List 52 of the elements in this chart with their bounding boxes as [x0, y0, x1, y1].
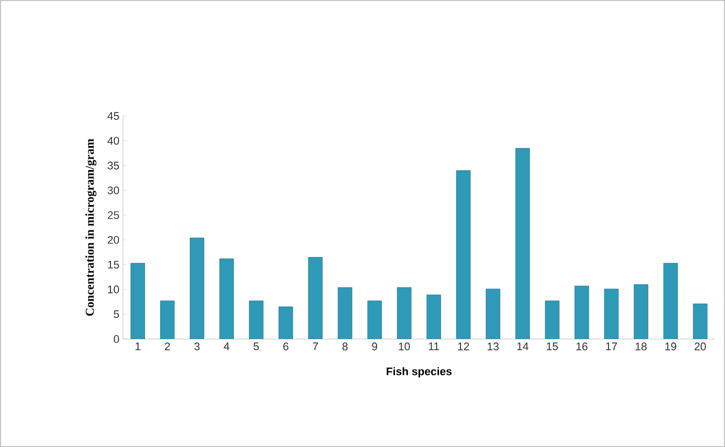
- bar: [426, 294, 442, 339]
- y-tick-label: 20: [108, 236, 120, 244]
- x-tick-label: 11: [428, 342, 439, 350]
- bar: [663, 262, 678, 339]
- x-tick-label: 18: [636, 342, 647, 350]
- x-tick-label: 17: [606, 342, 617, 350]
- bar: [456, 170, 471, 339]
- x-tick-label: 5: [254, 342, 259, 350]
- y-tick-label: 45: [107, 112, 119, 120]
- bar: [190, 238, 204, 339]
- bar: [693, 304, 708, 339]
- x-tick-label: 8: [342, 342, 348, 350]
- x-tick-label: 3: [194, 342, 200, 350]
- x-tick-label: 15: [546, 342, 558, 350]
- y-tick-label: 0: [114, 335, 120, 343]
- bar: [486, 288, 500, 339]
- y-tick-label: 30: [108, 186, 120, 194]
- y-tick-label: 35: [108, 162, 119, 170]
- bar: [308, 257, 323, 339]
- x-tick-label: 13: [488, 342, 499, 350]
- y-tick-label: 10: [108, 286, 120, 294]
- x-tick-label: 1: [136, 342, 140, 350]
- x-tick-label: 14: [517, 342, 528, 350]
- x-tick-label: 12: [458, 342, 469, 350]
- bar: [604, 288, 619, 339]
- bar: [367, 300, 382, 339]
- x-tick-label: 6: [283, 342, 288, 350]
- bar: [634, 284, 648, 339]
- y-tick-label: 5: [114, 310, 119, 318]
- y-axis-title: Concentration in microgram/gram: [85, 138, 96, 316]
- bar: [545, 300, 560, 339]
- bar: [160, 300, 175, 339]
- x-tick-label: 2: [164, 342, 170, 350]
- y-tick-label: 40: [107, 136, 120, 145]
- x-axis-title: Fish species: [386, 367, 452, 378]
- y-tick-label: 15: [108, 260, 119, 269]
- bar: [219, 258, 234, 339]
- x-tick-label: 10: [398, 342, 410, 350]
- y-tick-label: 25: [108, 211, 119, 220]
- bar: [397, 287, 412, 339]
- x-tick-label: 19: [665, 342, 676, 350]
- x-tick-label: 20: [694, 342, 706, 350]
- bar: [249, 300, 264, 339]
- x-tick-label: 7: [312, 342, 318, 350]
- bar: [338, 287, 352, 339]
- bar: [515, 148, 530, 339]
- bar: [278, 306, 294, 339]
- bar: [574, 286, 590, 339]
- x-tick-label: 9: [372, 342, 378, 350]
- bar: [130, 262, 146, 339]
- x-tick-label: 4: [224, 342, 230, 350]
- x-tick-label: 16: [576, 342, 588, 350]
